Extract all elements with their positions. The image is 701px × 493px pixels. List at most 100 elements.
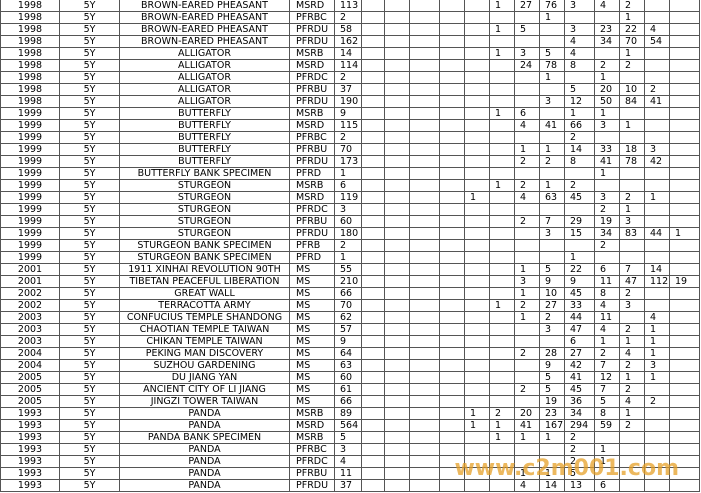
grade-cell xyxy=(362,84,385,96)
grade-cell xyxy=(645,180,670,192)
grade-cell xyxy=(540,456,565,468)
grade-cell: 2 xyxy=(565,444,595,456)
code-cell: PFRBC xyxy=(290,132,335,144)
term-cell: 5Y xyxy=(60,36,120,48)
year-cell: 1998 xyxy=(0,96,60,108)
grade-cell xyxy=(362,60,385,72)
count-cell: 3 xyxy=(335,204,362,216)
grade-cell: 23 xyxy=(540,408,565,420)
grade-cell xyxy=(410,240,440,252)
grade-cell xyxy=(440,396,465,408)
grade-cell: 1 xyxy=(490,300,515,312)
term-cell: 5Y xyxy=(60,108,120,120)
year-cell: 2004 xyxy=(0,348,60,360)
year-cell: 2003 xyxy=(0,324,60,336)
count-cell: 5 xyxy=(335,432,362,444)
count-cell: 190 xyxy=(335,96,362,108)
grade-cell: 3 xyxy=(565,0,595,12)
grade-cell: 2 xyxy=(595,204,620,216)
grade-cell xyxy=(670,12,700,24)
grade-cell xyxy=(440,84,465,96)
grade-cell: 1 xyxy=(595,336,620,348)
year-cell: 1999 xyxy=(0,180,60,192)
count-cell: 2 xyxy=(335,132,362,144)
grade-cell xyxy=(410,300,440,312)
year-cell: 1999 xyxy=(0,204,60,216)
grade-cell: 22 xyxy=(565,264,595,276)
grade-cell xyxy=(515,132,540,144)
year-cell: 2002 xyxy=(0,288,60,300)
grade-cell: 59 xyxy=(595,420,620,432)
grade-cell xyxy=(385,420,410,432)
grade-cell xyxy=(670,480,700,492)
grade-cell xyxy=(465,276,490,288)
grade-cell xyxy=(410,120,440,132)
grade-cell xyxy=(490,36,515,48)
name-cell: BROWN-EARED PHEASANT xyxy=(120,12,290,24)
grade-cell xyxy=(490,444,515,456)
grade-cell: 2 xyxy=(645,84,670,96)
grade-cell xyxy=(410,348,440,360)
grade-cell xyxy=(465,396,490,408)
grade-cell: 1 xyxy=(595,456,620,468)
grade-cell xyxy=(620,168,645,180)
grade-cell xyxy=(440,240,465,252)
grade-cell: 3 xyxy=(515,48,540,60)
grade-cell xyxy=(620,312,645,324)
grade-cell xyxy=(490,120,515,132)
grade-cell xyxy=(440,36,465,48)
grade-cell xyxy=(410,468,440,480)
grade-cell: 4 xyxy=(515,480,540,492)
grade-cell xyxy=(490,264,515,276)
grade-cell xyxy=(385,312,410,324)
grade-cell xyxy=(490,96,515,108)
grade-cell xyxy=(645,60,670,72)
name-cell: JINGZI TOWER TAIWAN xyxy=(120,396,290,408)
term-cell: 5Y xyxy=(60,360,120,372)
term-cell: 5Y xyxy=(60,396,120,408)
term-cell: 5Y xyxy=(60,444,120,456)
grade-cell: 9 xyxy=(540,276,565,288)
watermark: www.c2m001.com xyxy=(454,456,679,481)
term-cell: 5Y xyxy=(60,300,120,312)
grade-cell xyxy=(385,336,410,348)
grade-cell xyxy=(385,228,410,240)
code-cell: MSRD xyxy=(290,0,335,12)
grade-cell xyxy=(670,420,700,432)
grade-cell xyxy=(465,132,490,144)
name-cell: PANDA xyxy=(120,408,290,420)
grade-cell: 76 xyxy=(540,0,565,12)
count-cell: 61 xyxy=(335,384,362,396)
grade-cell: 1 xyxy=(540,144,565,156)
count-cell: 6 xyxy=(335,180,362,192)
grade-cell xyxy=(440,168,465,180)
code-cell: MS xyxy=(290,348,335,360)
grade-cell xyxy=(620,480,645,492)
grade-cell xyxy=(620,180,645,192)
grade-cell: 78 xyxy=(540,60,565,72)
code-cell: MSRB xyxy=(290,432,335,444)
grade-cell: 1 xyxy=(515,144,540,156)
count-cell: 70 xyxy=(335,300,362,312)
grade-cell: 2 xyxy=(515,156,540,168)
grade-cell: 2 xyxy=(595,348,620,360)
grade-cell: 1 xyxy=(465,192,490,204)
name-cell: GREAT WALL xyxy=(120,288,290,300)
grade-cell: 2 xyxy=(620,420,645,432)
year-cell: 1993 xyxy=(0,444,60,456)
code-cell: PFRDC xyxy=(290,456,335,468)
count-cell: 564 xyxy=(335,420,362,432)
term-cell: 5Y xyxy=(60,228,120,240)
grade-cell xyxy=(410,12,440,24)
term-cell: 5Y xyxy=(60,180,120,192)
grade-cell xyxy=(465,432,490,444)
name-cell: BUTTERFLY xyxy=(120,120,290,132)
grade-cell xyxy=(410,48,440,60)
grade-cell xyxy=(670,108,700,120)
grade-cell xyxy=(385,408,410,420)
grade-cell: 2 xyxy=(620,384,645,396)
grade-cell xyxy=(490,12,515,24)
name-cell: BUTTERFLY xyxy=(120,156,290,168)
grade-cell xyxy=(595,48,620,60)
grade-cell xyxy=(620,456,645,468)
